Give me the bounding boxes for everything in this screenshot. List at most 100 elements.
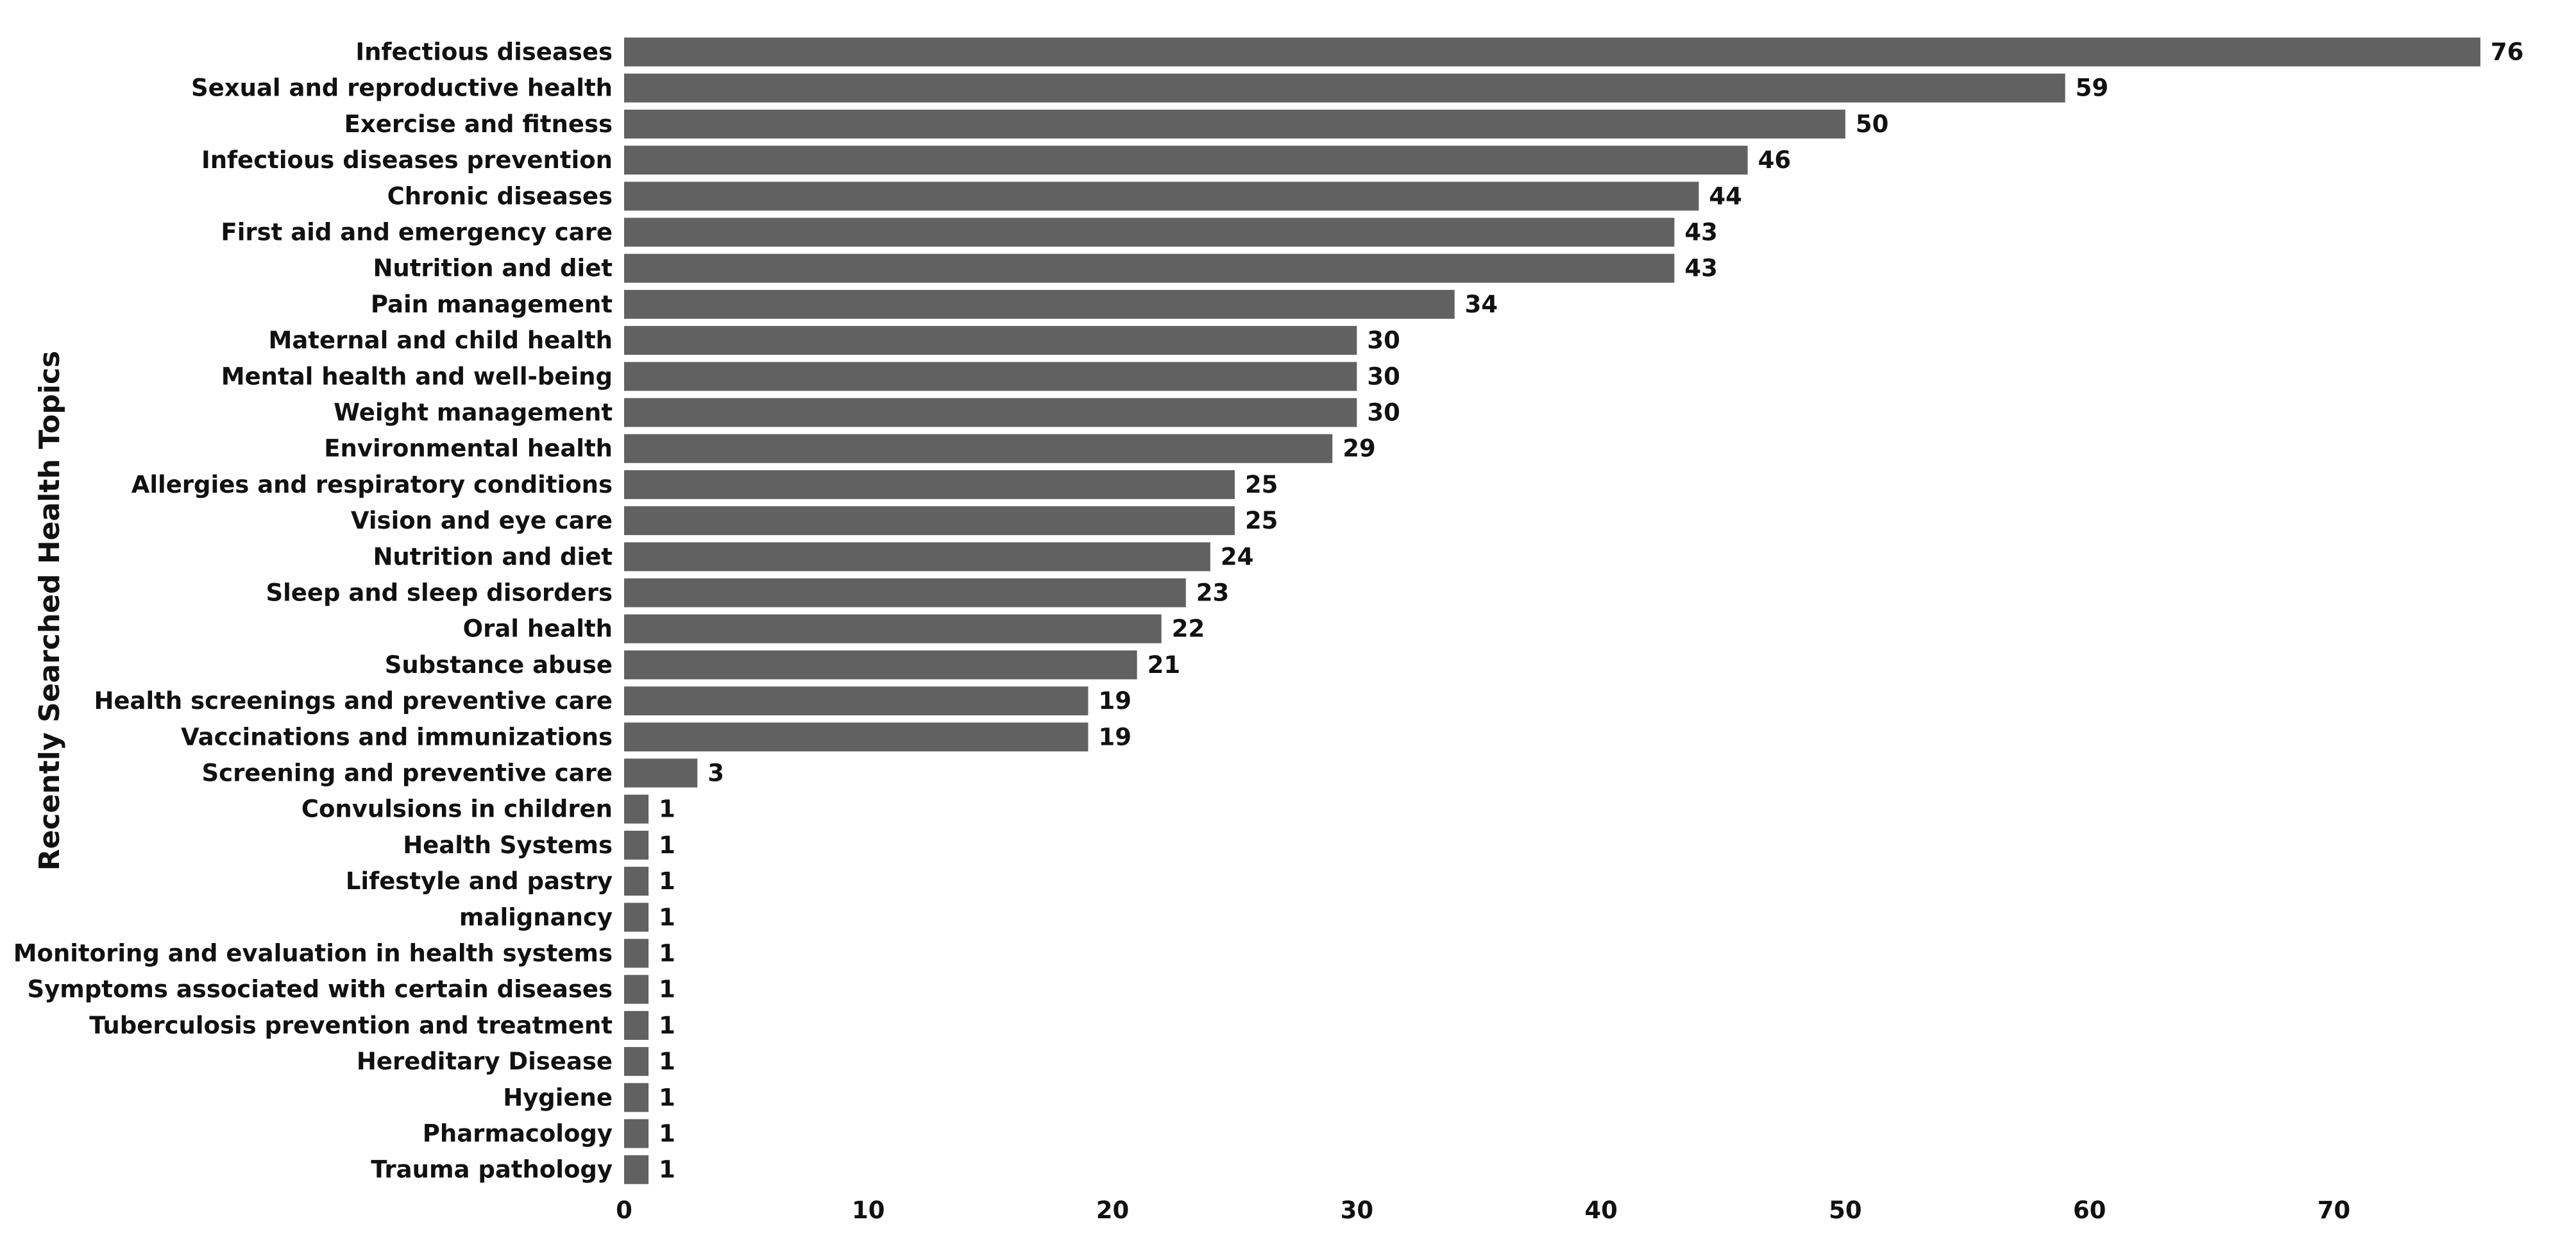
value-label: 25 bbox=[1245, 471, 1278, 498]
value-label: 50 bbox=[1856, 110, 1889, 138]
value-label: 30 bbox=[1367, 327, 1400, 354]
category-label: Pharmacology bbox=[423, 1120, 613, 1148]
bar bbox=[624, 650, 1137, 679]
bar bbox=[624, 794, 649, 824]
bar bbox=[624, 614, 1162, 643]
category-label: Monitoring and evaluation in health syst… bbox=[13, 940, 613, 967]
bar bbox=[624, 253, 1675, 283]
bar bbox=[624, 146, 1748, 175]
bar bbox=[624, 1083, 649, 1112]
category-label: Environmental health bbox=[324, 435, 613, 463]
bar bbox=[624, 830, 649, 860]
value-label: 1 bbox=[659, 1120, 675, 1148]
category-label: First aid and emergency care bbox=[221, 219, 613, 246]
bar bbox=[624, 37, 2480, 67]
value-label: 1 bbox=[659, 940, 675, 967]
category-label: Pain management bbox=[371, 291, 613, 318]
value-label: 76 bbox=[2491, 38, 2524, 66]
bar bbox=[624, 903, 649, 932]
category-label: Convulsions in children bbox=[301, 795, 613, 823]
category-label: Infectious diseases prevention bbox=[201, 146, 613, 174]
value-label: 30 bbox=[1367, 399, 1400, 427]
bar bbox=[624, 867, 649, 896]
value-label: 1 bbox=[659, 1048, 675, 1075]
value-label: 22 bbox=[1172, 615, 1205, 643]
category-label: Oral health bbox=[463, 615, 613, 643]
value-label: 3 bbox=[708, 760, 724, 787]
y-axis-label: Recently Searched Health Topics bbox=[33, 351, 66, 871]
bar bbox=[624, 326, 1357, 355]
category-label: Exercise and fitness bbox=[344, 110, 613, 138]
value-label: 30 bbox=[1367, 362, 1400, 390]
value-label: 21 bbox=[1148, 651, 1181, 679]
value-label: 34 bbox=[1465, 291, 1498, 318]
value-label: 44 bbox=[1709, 182, 1742, 210]
category-label: malignancy bbox=[459, 903, 613, 931]
value-label: 46 bbox=[1758, 146, 1792, 174]
bar bbox=[624, 289, 1455, 319]
value-label: 29 bbox=[1343, 435, 1376, 463]
category-label: Infectious diseases bbox=[355, 38, 613, 66]
value-label: 19 bbox=[1098, 687, 1131, 715]
x-tick-label: 50 bbox=[1829, 1196, 1862, 1224]
category-label: Hygiene bbox=[503, 1084, 613, 1111]
category-label: Lifestyle and pastry bbox=[346, 867, 613, 895]
bar bbox=[624, 758, 698, 788]
bar bbox=[624, 182, 1699, 211]
value-label: 1 bbox=[659, 903, 675, 931]
bar bbox=[624, 1047, 649, 1076]
x-tick-label: 20 bbox=[1096, 1196, 1130, 1224]
category-label: Screening and preventive care bbox=[201, 760, 613, 787]
bar bbox=[624, 217, 1675, 247]
category-label: Chronic diseases bbox=[387, 182, 613, 210]
bar bbox=[624, 362, 1357, 391]
category-label: Symptoms associated with certain disease… bbox=[27, 976, 613, 1003]
category-label: Sexual and reproductive health bbox=[191, 74, 613, 102]
bar bbox=[624, 542, 1210, 572]
category-label: Hereditary Disease bbox=[357, 1048, 613, 1075]
x-tick-label: 40 bbox=[1584, 1196, 1618, 1224]
bar bbox=[624, 73, 2065, 103]
bar bbox=[624, 686, 1089, 716]
category-label: Health Systems bbox=[403, 831, 613, 859]
x-tick-label: 60 bbox=[2073, 1196, 2106, 1224]
category-label: Vaccinations and immunizations bbox=[181, 723, 613, 751]
bar bbox=[624, 506, 1235, 536]
category-label: Weight management bbox=[334, 399, 613, 427]
category-label: Substance abuse bbox=[385, 651, 613, 679]
x-tick-label: 30 bbox=[1341, 1196, 1374, 1224]
bar bbox=[624, 939, 649, 968]
value-label: 43 bbox=[1684, 255, 1718, 282]
category-label: Tuberculosis prevention and treatment bbox=[89, 1012, 613, 1039]
bar bbox=[624, 434, 1333, 463]
value-label: 1 bbox=[659, 1156, 675, 1184]
value-label: 1 bbox=[659, 1084, 675, 1111]
value-label: 1 bbox=[659, 1012, 675, 1039]
category-label: Sleep and sleep disorders bbox=[266, 579, 613, 607]
category-label: Nutrition and diet bbox=[373, 255, 613, 282]
bars-group bbox=[624, 37, 2480, 1184]
bar bbox=[624, 1119, 649, 1148]
x-tick-label: 10 bbox=[852, 1196, 885, 1224]
bar bbox=[624, 578, 1186, 608]
value-label: 1 bbox=[659, 976, 675, 1003]
value-label: 23 bbox=[1196, 579, 1230, 607]
category-label: Nutrition and diet bbox=[373, 543, 613, 570]
category-label: Mental health and well-being bbox=[221, 362, 613, 390]
bar bbox=[624, 109, 1845, 139]
x-axis-ticks-group: 0 10 20 30 40 50 60 70 bbox=[616, 1196, 2350, 1224]
value-label: 24 bbox=[1221, 543, 1254, 570]
category-labels-group: Infectious diseases Sexual and reproducti… bbox=[13, 38, 613, 1184]
value-label: 19 bbox=[1098, 723, 1131, 751]
bar bbox=[624, 1155, 649, 1184]
value-label: 1 bbox=[659, 831, 675, 859]
value-labels-group: 76 59 50 46 44 43 43 34 30 30 30 29 25 25 24 23 22 21 19 19… bbox=[659, 38, 2523, 1184]
bar bbox=[624, 1010, 649, 1040]
x-tick-label: 0 bbox=[616, 1196, 632, 1224]
value-label: 1 bbox=[659, 867, 675, 895]
value-label: 43 bbox=[1684, 219, 1718, 246]
category-label: Maternal and child health bbox=[269, 327, 613, 354]
value-label: 59 bbox=[2076, 74, 2109, 102]
